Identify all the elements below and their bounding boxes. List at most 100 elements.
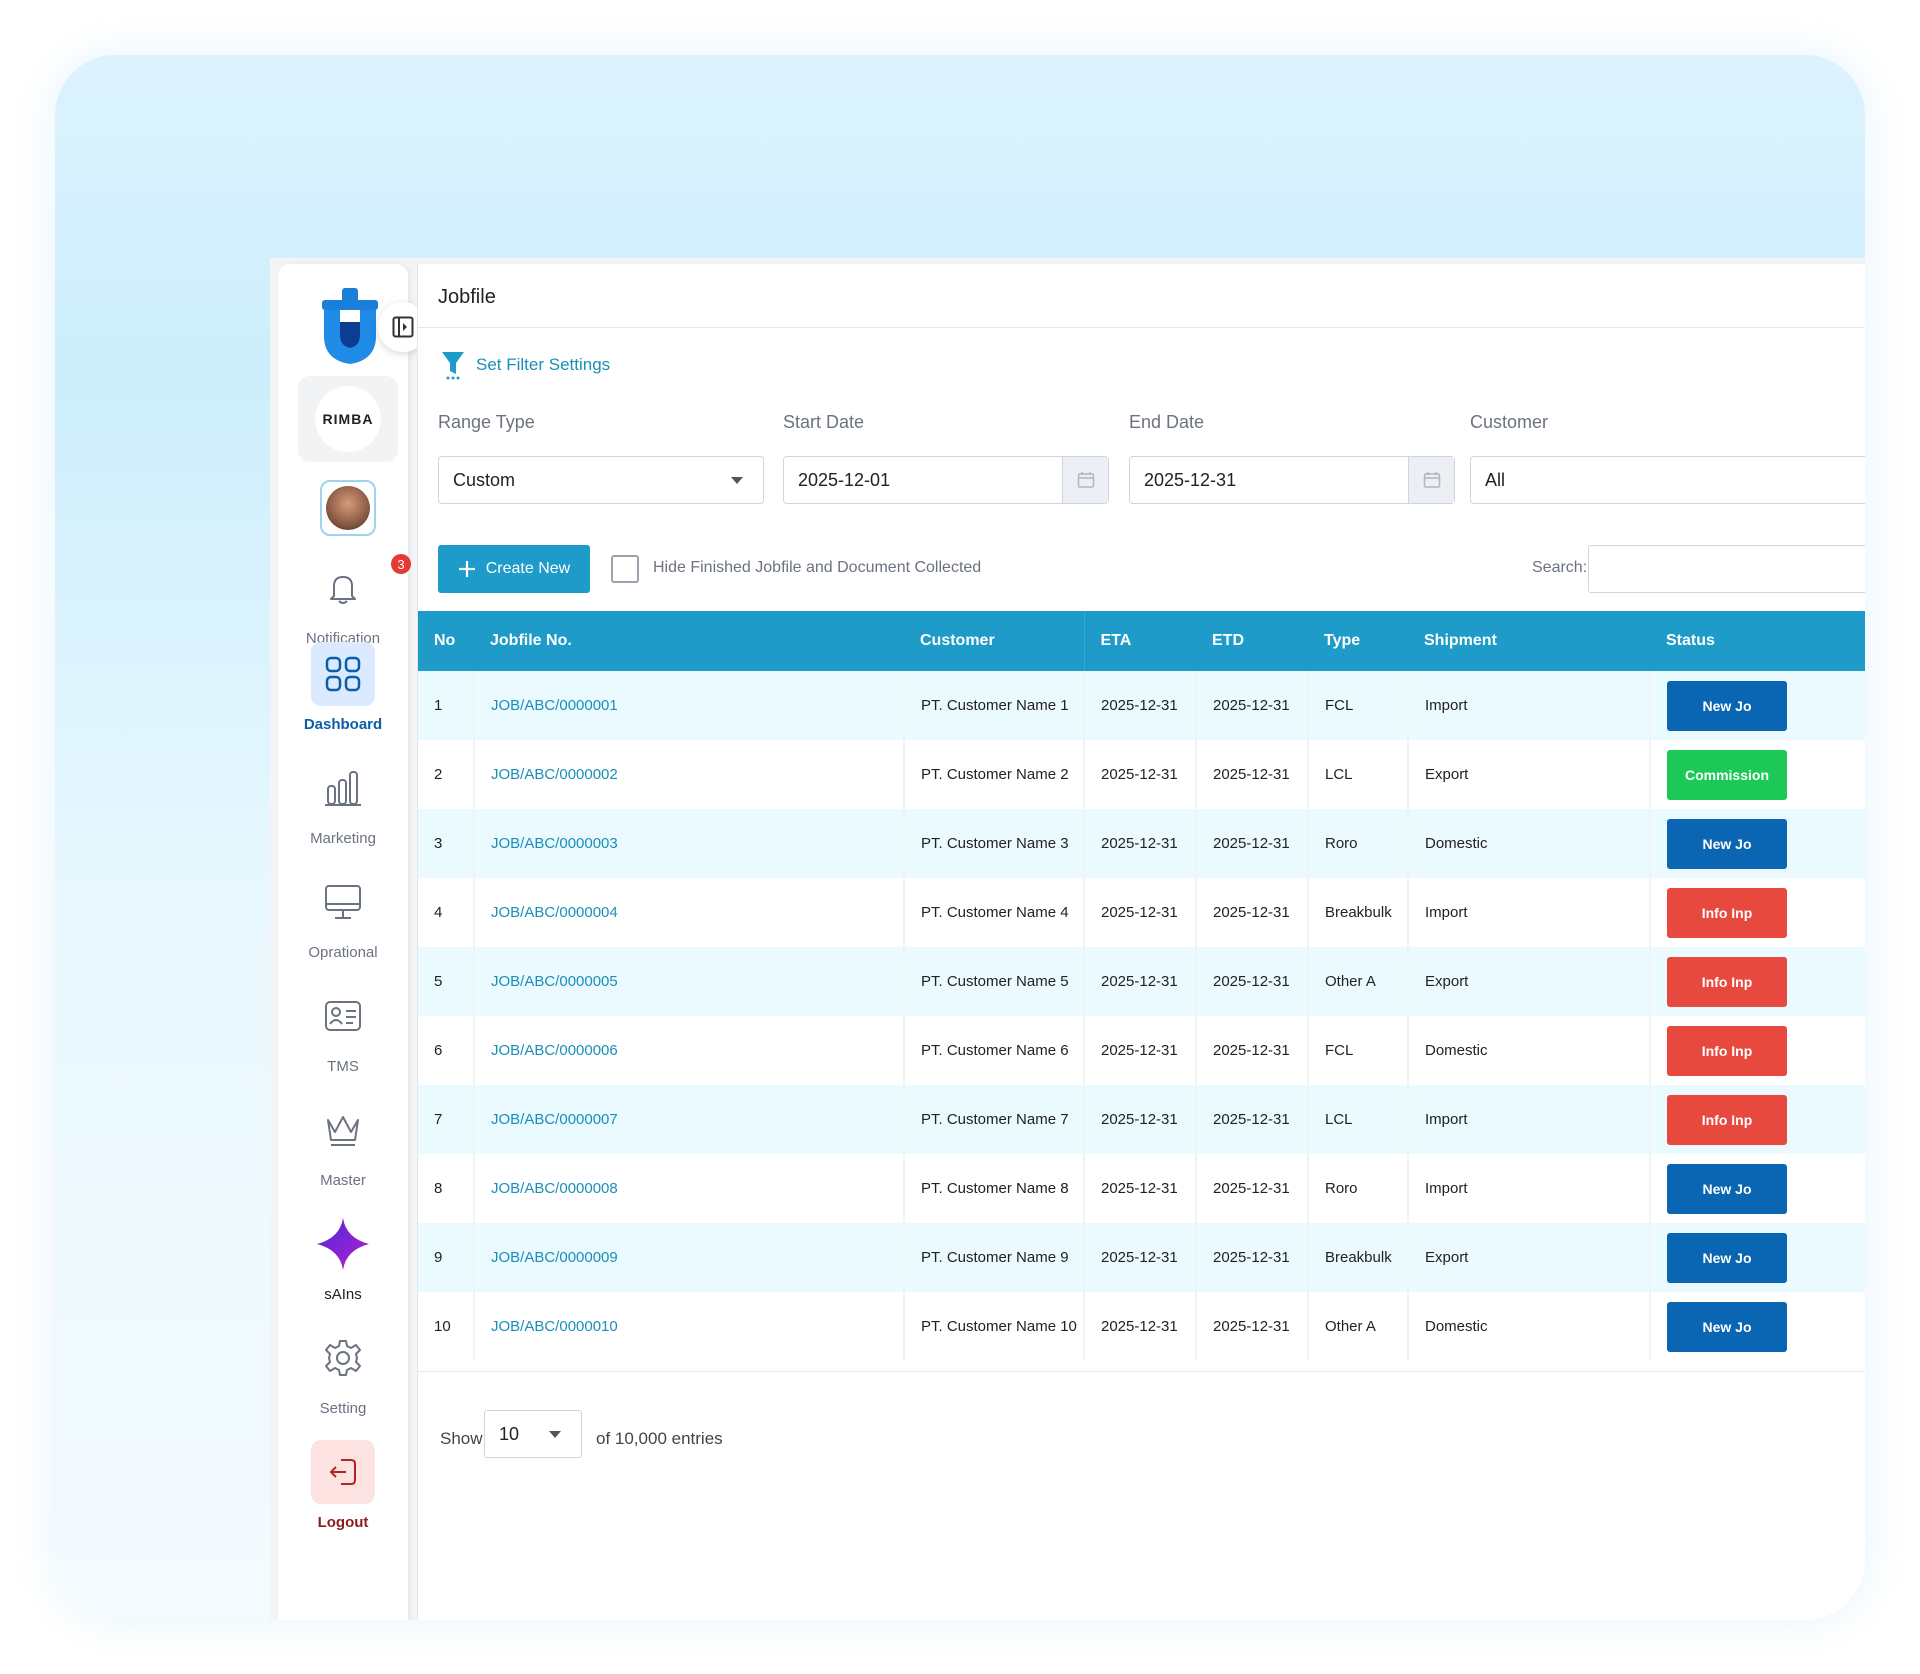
cell-shipment: Export [1408, 740, 1651, 809]
table-row[interactable]: 2 JOB/ABC/0000002 PT. Customer Name 2 20… [418, 740, 1865, 809]
sidebar-item-label: Master [320, 1172, 366, 1189]
customer-select[interactable]: All [1470, 456, 1865, 504]
sidebar-item-notification[interactable]: 3 Notification [278, 554, 411, 647]
company-logo: RIMBA [315, 386, 381, 452]
calendar-button[interactable] [1062, 457, 1108, 503]
customer-value: All [1485, 469, 1506, 490]
status-badge[interactable]: New Jo [1667, 818, 1787, 869]
cell-status: New Jo [1650, 1154, 1865, 1223]
cell-status: New Jo [1650, 809, 1865, 878]
cell-status: Info Inp [1650, 878, 1865, 947]
cell-jobfile-link[interactable]: JOB/ABC/0000001 [474, 671, 905, 740]
table-row[interactable]: 8 JOB/ABC/0000008 PT. Customer Name 8 20… [418, 1154, 1865, 1223]
column-header[interactable]: ETA [1083, 611, 1196, 671]
start-date-input[interactable]: 2025-12-01 [783, 456, 1109, 504]
status-badge[interactable]: Info Inp [1667, 956, 1787, 1007]
end-date-input[interactable]: 2025-12-31 [1129, 456, 1455, 504]
create-new-button[interactable]: Create New [438, 545, 590, 593]
cell-type: Breakbulk [1308, 1223, 1409, 1292]
table-row[interactable]: 6 JOB/ABC/0000006 PT. Customer Name 6 20… [418, 1016, 1865, 1085]
start-date-value: 2025-12-01 [798, 469, 891, 490]
column-header[interactable]: Type [1308, 611, 1408, 671]
cell-jobfile-link[interactable]: JOB/ABC/0000007 [474, 1085, 905, 1154]
column-header[interactable]: ETD [1196, 611, 1308, 671]
sidebar-item-master[interactable]: Master [278, 1098, 408, 1189]
sidebar-item-oprational[interactable]: Oprational [278, 870, 408, 961]
cell-no: 4 [418, 878, 475, 947]
cell-status: Info Inp [1650, 1085, 1865, 1154]
sidebar-item-logout[interactable]: Logout [278, 1440, 408, 1531]
status-badge[interactable]: New Jo [1667, 680, 1787, 731]
cell-jobfile-link[interactable]: JOB/ABC/0000010 [474, 1292, 905, 1361]
status-badge[interactable]: Info Inp [1667, 1025, 1787, 1076]
cell-eta: 2025-12-31 [1084, 1085, 1197, 1154]
range-type-select[interactable]: Custom [438, 456, 764, 504]
status-badge[interactable]: Info Inp [1667, 887, 1787, 938]
cell-type: Other A [1308, 947, 1409, 1016]
page-size-value: 10 [499, 1423, 520, 1444]
status-badge[interactable]: New Jo [1667, 1301, 1787, 1352]
column-header[interactable]: No [418, 611, 474, 671]
table-row[interactable]: 4 JOB/ABC/0000004 PT. Customer Name 4 20… [418, 878, 1865, 947]
filter-icon [442, 352, 464, 380]
table-row[interactable]: 10 JOB/ABC/0000010 PT. Customer Name 10 … [418, 1292, 1865, 1361]
sparkle-icon [317, 1218, 369, 1270]
table-row[interactable]: 1 JOB/ABC/0000001 PT. Customer Name 1 20… [418, 671, 1865, 740]
cell-etd: 2025-12-31 [1196, 1154, 1309, 1223]
cell-jobfile-link[interactable]: JOB/ABC/0000003 [474, 809, 905, 878]
sidebar-item-setting[interactable]: Setting [278, 1326, 408, 1417]
status-badge[interactable]: Commission [1667, 749, 1787, 800]
hide-finished-checkbox[interactable] [611, 555, 639, 583]
range-type-value: Custom [453, 469, 516, 490]
cell-etd: 2025-12-31 [1196, 671, 1309, 740]
table-row[interactable]: 9 JOB/ABC/0000009 PT. Customer Name 9 20… [418, 1223, 1865, 1292]
avatar[interactable] [320, 480, 376, 536]
sidebar-item-label: TMS [327, 1058, 359, 1075]
company-switcher[interactable]: RIMBA [298, 376, 398, 462]
cell-shipment: Domestic [1408, 809, 1651, 878]
divider [418, 1371, 1865, 1372]
cell-jobfile-link[interactable]: JOB/ABC/0000006 [474, 1016, 905, 1085]
column-header[interactable]: Shipment [1408, 611, 1650, 671]
sidebar-item-sains[interactable]: sAIns [278, 1212, 408, 1303]
sidebar-item-marketing[interactable]: Marketing [278, 756, 408, 847]
set-filter-settings-link[interactable]: Set Filter Settings [440, 350, 610, 380]
cell-eta: 2025-12-31 [1084, 671, 1197, 740]
cell-jobfile-link[interactable]: JOB/ABC/0000004 [474, 878, 905, 947]
status-badge[interactable]: New Jo [1667, 1232, 1787, 1283]
cell-jobfile-link[interactable]: JOB/ABC/0000009 [474, 1223, 905, 1292]
cell-no: 1 [418, 671, 475, 740]
page-title: Jobfile [438, 286, 496, 308]
table-row[interactable]: 3 JOB/ABC/0000003 PT. Customer Name 3 20… [418, 809, 1865, 878]
cell-jobfile-link[interactable]: JOB/ABC/0000008 [474, 1154, 905, 1223]
table-row[interactable]: 5 JOB/ABC/0000005 PT. Customer Name 5 20… [418, 947, 1865, 1016]
page-size-select[interactable]: 10 [484, 1410, 582, 1458]
sidebar-item-label: Oprational [308, 944, 378, 961]
cell-shipment: Import [1408, 878, 1651, 947]
column-header[interactable]: Status [1650, 611, 1865, 671]
range-type-label: Range Type [438, 412, 535, 432]
cell-type: Other A [1308, 1292, 1409, 1361]
cell-eta: 2025-12-31 [1084, 1292, 1197, 1361]
sidebar-item-tms[interactable]: TMS [278, 984, 408, 1075]
divider [418, 327, 1865, 328]
status-badge[interactable]: Info Inp [1667, 1094, 1787, 1145]
monitor-icon [325, 885, 361, 919]
search-input[interactable] [1588, 545, 1865, 593]
cell-jobfile-link[interactable]: JOB/ABC/0000002 [474, 740, 905, 809]
main-panel: Jobfile Set Filter Settings Range Type C… [417, 264, 1865, 1620]
avatar-photo [326, 486, 370, 530]
logout-icon [329, 1459, 356, 1485]
table-row[interactable]: 7 JOB/ABC/0000007 PT. Customer Name 7 20… [418, 1085, 1865, 1154]
cell-jobfile-link[interactable]: JOB/ABC/0000005 [474, 947, 905, 1016]
column-header[interactable]: Customer [904, 611, 1084, 671]
column-header[interactable]: Jobfile No. [474, 611, 904, 671]
cell-etd: 2025-12-31 [1196, 1085, 1309, 1154]
status-badge[interactable]: New Jo [1667, 1163, 1787, 1214]
calendar-button[interactable] [1408, 457, 1454, 503]
calendar-icon [1423, 472, 1440, 488]
cell-customer: PT. Customer Name 5 [904, 947, 1085, 1016]
sidebar-item-dashboard[interactable]: Dashboard [278, 642, 408, 733]
gear-icon [325, 1340, 361, 1376]
cell-no: 6 [418, 1016, 475, 1085]
